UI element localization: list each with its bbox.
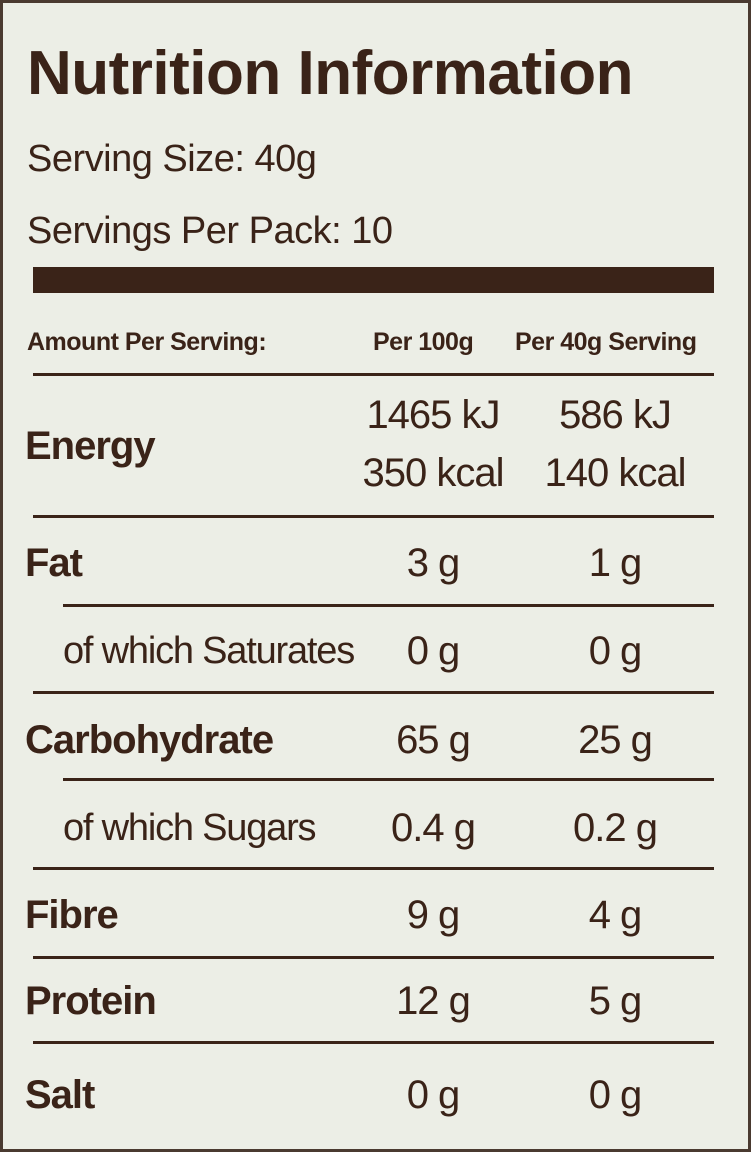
value: 0.2 g [573,806,658,850]
row-label: Energy [25,424,156,468]
row-label: Fat [25,541,83,585]
value: 12 g [396,979,471,1023]
value: 3 g [406,541,461,585]
value: 0 g [406,1073,461,1117]
header-per-serving: Per 40g Serving [515,328,697,356]
servings-per-pack: Servings Per Pack: 10 [27,210,393,252]
row-label: Salt [25,1073,95,1117]
value: 0 g [406,629,461,673]
rule [33,1041,714,1044]
value: 0 g [588,1073,643,1117]
rule [33,691,714,694]
rule [63,778,714,781]
rule [63,604,714,607]
rule [33,956,714,959]
value: 4 g [588,893,643,937]
value: 586 kJ [559,393,672,437]
rule [33,867,714,870]
title: Nutrition Information [27,39,633,108]
value: 25 g [578,718,653,762]
value: 1 g [588,541,643,585]
row-label: of which Sugars [63,807,317,849]
row-label: Fibre [25,893,119,937]
value: 9 g [406,893,461,937]
thick-rule [33,267,714,293]
value: 0.4 g [391,806,476,850]
row-label: Protein [25,979,157,1023]
header-per-100g: Per 100g [373,328,474,356]
header-label: Amount Per Serving: [27,328,267,356]
value: 1465 kJ [366,393,500,437]
row-label: of which Saturates [63,630,355,672]
value: 5 g [588,979,643,1023]
value: 65 g [396,718,471,762]
serving-size: Serving Size: 40g [27,138,317,180]
row-label: Carbohydrate [25,718,274,762]
value: 140 kcal [544,451,687,495]
value: 350 kcal [362,451,505,495]
rule [33,515,714,518]
rule [33,373,714,376]
value: 0 g [588,629,643,673]
